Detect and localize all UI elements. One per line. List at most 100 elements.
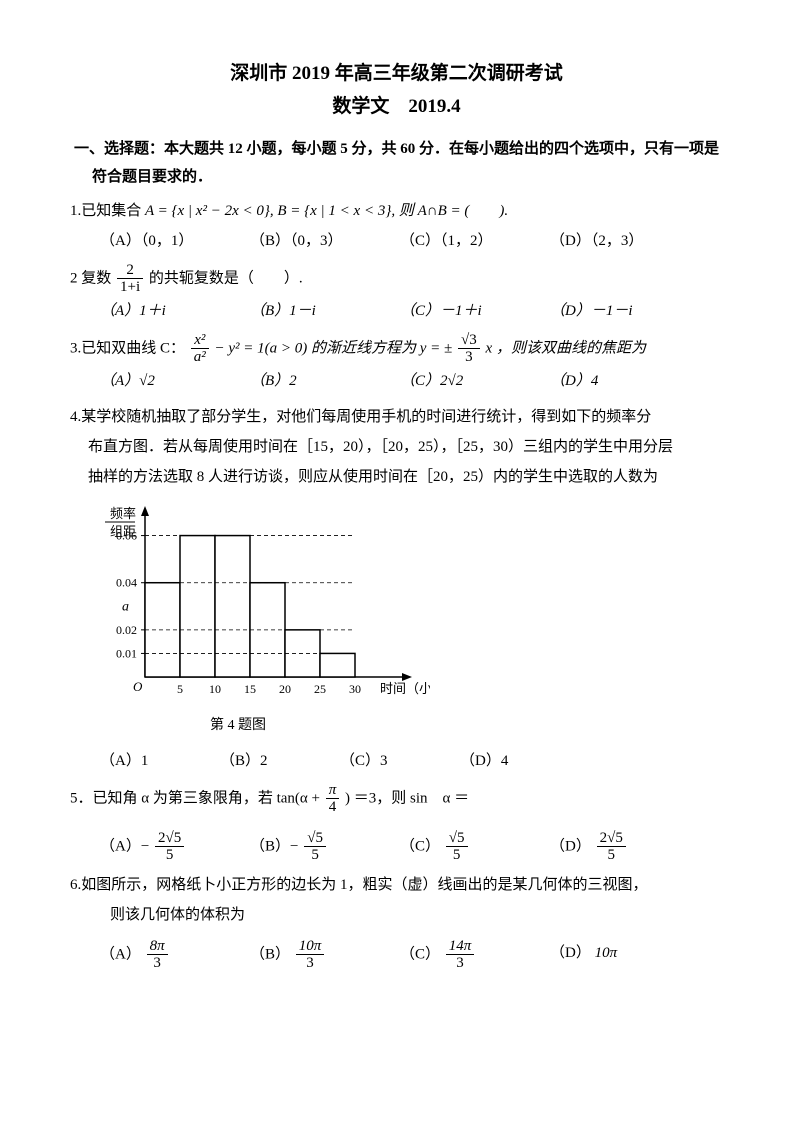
q6-b-num: 10π — [296, 938, 325, 956]
q3-stem-pre: 3.已知双曲线 C： — [70, 340, 185, 356]
q4-line2: 布直方图．若从每周使用时间在［15，20），［20，25），［25，30）三组内… — [88, 432, 723, 462]
question-3: 3.已知双曲线 C： x² a² − y² = 1(a > 0) 的渐近线方程为… — [70, 332, 723, 396]
q4-opt-a: （A）1 — [100, 746, 180, 776]
q6-c-pre: （C） — [400, 946, 440, 962]
svg-text:15: 15 — [244, 682, 256, 696]
q5-opt-d: （D） 2√55 — [550, 830, 660, 864]
q3-options: （A）√2 （B）2 （C）2√2 （D）4 — [100, 366, 723, 396]
q5-c-num: √5 — [446, 830, 468, 848]
q6-opt-b: （B） 10π3 — [250, 938, 360, 972]
q6-opt-c: （C） 14π3 — [400, 938, 510, 972]
q3-opt-c: （C）2√2 — [400, 366, 510, 396]
q5-frac-den: 4 — [326, 799, 340, 816]
q5-a-num: 2√5 — [155, 830, 184, 848]
q6-opt-a: （A） 8π3 — [100, 938, 210, 972]
q6-a-den: 3 — [147, 955, 168, 972]
q6-d-pre: （D） — [550, 945, 591, 961]
exam-title-1: 深圳市 2019 年高三年级第二次调研考试 — [70, 60, 723, 89]
q1-stem-pre: 1.已知集合 — [70, 203, 145, 219]
q4-options: （A）1 （B）2 （C）3 （D）4 — [100, 746, 723, 776]
q5-frac-num: π — [326, 782, 340, 800]
svg-text:时间（小时）: 时间（小时） — [380, 681, 430, 696]
q3-frac1-num: x² — [191, 332, 209, 350]
q5-opt-a: （A）− 2√55 — [100, 830, 210, 864]
q4-caption: 第 4 题图 — [210, 712, 723, 740]
q5-frac: π 4 — [326, 782, 340, 816]
q2-frac-den: 1+i — [117, 279, 143, 296]
q2-fraction: 2 1+i — [117, 262, 143, 296]
q3-stem-post: x ，则该双曲线的焦距为 — [486, 340, 646, 356]
q5-c-den: 5 — [446, 847, 468, 864]
svg-text:a: a — [122, 599, 129, 614]
svg-text:0.06: 0.06 — [116, 528, 137, 542]
q5-stem-post: ) ＝3，则 sin α ＝ — [345, 790, 469, 806]
q5-d-num: 2√5 — [597, 830, 626, 848]
q5-a-den: 5 — [155, 847, 184, 864]
q1-set: A = {x | x² − 2x < 0}, B = {x | 1 < x < … — [145, 203, 508, 219]
q6-a-pre: （A） — [100, 946, 141, 962]
q6-a-num: 8π — [147, 938, 168, 956]
q3-opt-d: （D）4 — [550, 366, 660, 396]
q1-opt-b: （B）（0，3） — [250, 226, 360, 256]
q3-frac2-den: 3 — [458, 349, 480, 366]
q6-line1: 6.如图所示，网格纸卜小正方形的边长为 1，粗实（虚）线画出的是某几何体的三视图… — [70, 870, 723, 900]
q5-a-pre: （A）− — [100, 838, 153, 854]
q3-opt-a: （A）√2 — [100, 366, 210, 396]
q3-opt-b: （B）2 — [250, 366, 360, 396]
q6-opt-d: （D） 10π — [550, 938, 660, 972]
q1-opt-c: （C）（1，2） — [400, 226, 510, 256]
q2-stem-post: 的共轭复数是（ ）. — [149, 270, 303, 286]
q5-options: （A）− 2√55 （B）− √55 （C） √55 （D） 2√55 — [100, 830, 723, 864]
svg-text:0.04: 0.04 — [116, 575, 137, 589]
svg-text:频率: 频率 — [110, 506, 136, 521]
q4-histogram: 频率组距0.010.020.040.06a51015202530O时间（小时） — [90, 502, 430, 712]
q1-opt-a: （A）（0，1） — [100, 226, 210, 256]
q5-opt-b: （B）− √55 — [250, 830, 360, 864]
q3-frac1-den: a² — [191, 349, 209, 366]
question-5: 5．已知角 α 为第三象限角，若 tan(α + π 4 ) ＝3，则 sin … — [70, 782, 723, 864]
q4-opt-d: （D）4 — [460, 746, 540, 776]
q5-b-pre: （B）− — [250, 838, 302, 854]
q1-opt-d: （D）（2，3） — [550, 226, 660, 256]
svg-text:5: 5 — [177, 682, 183, 696]
q5-b-num: √5 — [304, 830, 326, 848]
svg-text:0.02: 0.02 — [116, 622, 137, 636]
svg-text:O: O — [133, 679, 143, 694]
q3-frac2-num: √3 — [458, 332, 480, 350]
q6-line2: 则该几何体的体积为 — [110, 900, 723, 930]
q6-b-den: 3 — [296, 955, 325, 972]
q2-opt-c: （C）－1＋i — [400, 296, 510, 326]
q3-frac1: x² a² — [191, 332, 209, 366]
q2-frac-num: 2 — [117, 262, 143, 280]
exam-title-2: 数学文 2019.4 — [70, 89, 723, 125]
q5-d-den: 5 — [597, 847, 626, 864]
svg-text:0.01: 0.01 — [116, 646, 137, 660]
question-4: 4.某学校随机抽取了部分学生，对他们每周使用手机的时间进行统计，得到如下的频率分… — [70, 402, 723, 776]
q2-options: （A）1＋i （B）1－i （C）－1＋i （D）－1－i — [100, 296, 723, 326]
q4-opt-c: （C）3 — [340, 746, 420, 776]
q6-options: （A） 8π3 （B） 10π3 （C） 14π3 （D） 10π — [100, 938, 723, 972]
question-2: 2 复数 2 1+i 的共轭复数是（ ）. （A）1＋i （B）1－i （C）－… — [70, 262, 723, 326]
q6-c-den: 3 — [446, 955, 475, 972]
q5-b-den: 5 — [304, 847, 326, 864]
q6-d-text: 10π — [595, 945, 618, 961]
q6-c-num: 14π — [446, 938, 475, 956]
q4-line1: 4.某学校随机抽取了部分学生，对他们每周使用手机的时间进行统计，得到如下的频率分 — [70, 402, 723, 432]
question-6: 6.如图所示，网格纸卜小正方形的边长为 1，粗实（虚）线画出的是某几何体的三视图… — [70, 870, 723, 972]
q6-b-pre: （B） — [250, 946, 290, 962]
q2-stem-pre: 2 复数 — [70, 270, 115, 286]
q5-d-pre: （D） — [550, 838, 591, 854]
svg-text:30: 30 — [349, 682, 361, 696]
q4-line3: 抽样的方法选取 8 人进行访谈，则应从使用时间在［20，25）内的学生中选取的人… — [88, 462, 723, 492]
question-1: 1.已知集合 A = {x | x² − 2x < 0}, B = {x | 1… — [70, 196, 723, 256]
svg-text:10: 10 — [209, 682, 221, 696]
q4-opt-b: （B）2 — [220, 746, 300, 776]
q5-opt-c: （C） √55 — [400, 830, 510, 864]
q5-c-pre: （C） — [400, 838, 440, 854]
q2-opt-b: （B）1－i — [250, 296, 360, 326]
q5-stem-pre: 5．已知角 α 为第三象限角，若 tan(α + — [70, 790, 324, 806]
q3-frac2: √3 3 — [458, 332, 480, 366]
q2-opt-d: （D）－1－i — [550, 296, 660, 326]
svg-text:25: 25 — [314, 682, 326, 696]
q1-options: （A）（0，1） （B）（0，3） （C）（1，2） （D）（2，3） — [100, 226, 723, 256]
